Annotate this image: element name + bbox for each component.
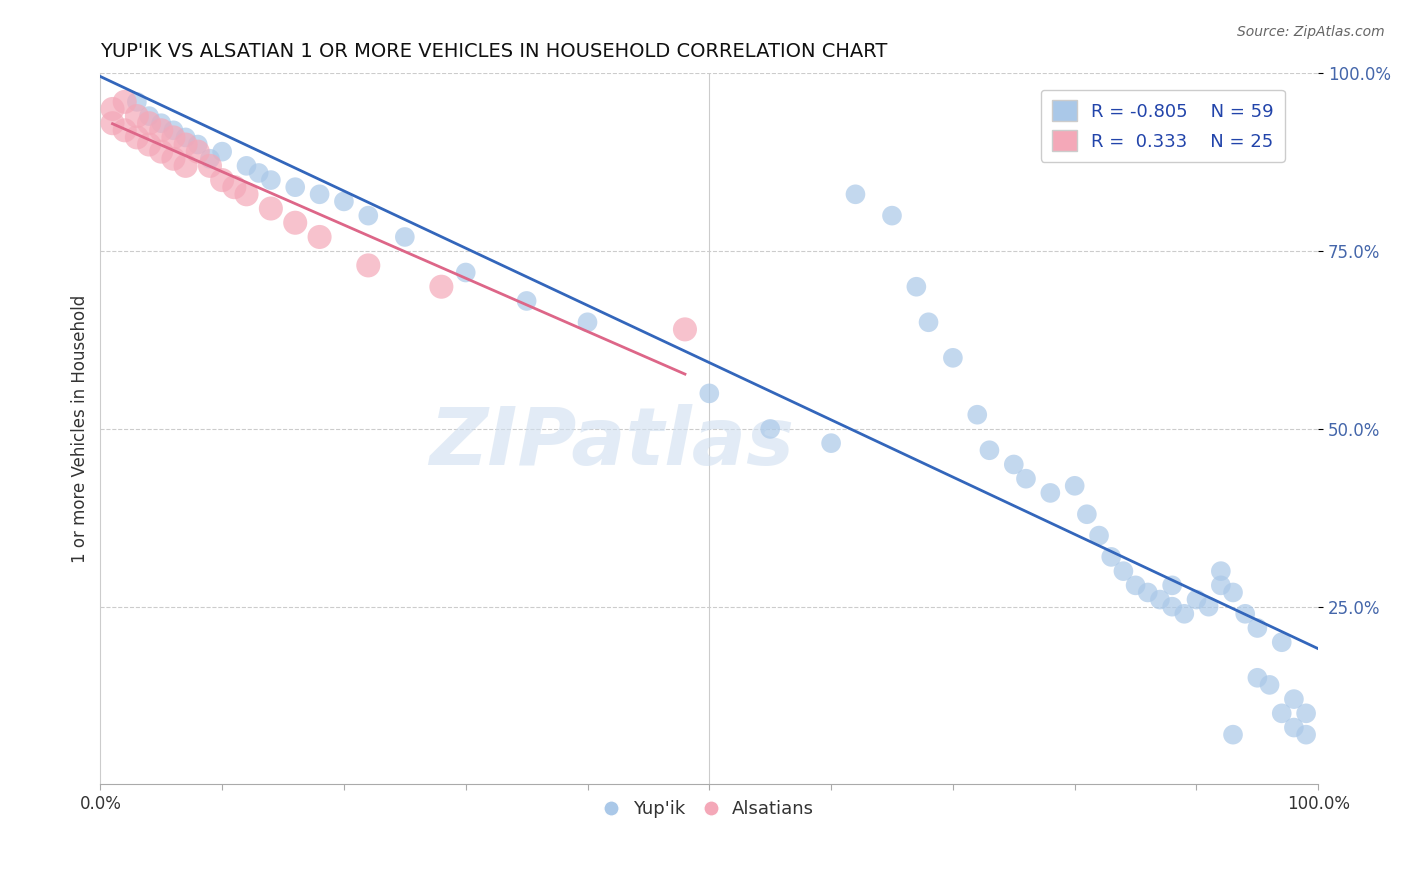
Point bbox=[1295, 728, 1317, 742]
Point bbox=[454, 266, 477, 280]
Point bbox=[1063, 479, 1085, 493]
Text: Source: ZipAtlas.com: Source: ZipAtlas.com bbox=[1237, 25, 1385, 39]
Point bbox=[1295, 706, 1317, 721]
Point bbox=[1271, 635, 1294, 649]
Point bbox=[697, 386, 720, 401]
Point bbox=[979, 443, 1001, 458]
Point bbox=[260, 173, 283, 187]
Point bbox=[1234, 607, 1257, 621]
Point bbox=[1222, 585, 1244, 599]
Legend: Yup'ik, Alsatians: Yup'ik, Alsatians bbox=[598, 793, 821, 825]
Point bbox=[966, 408, 988, 422]
Point bbox=[516, 293, 538, 308]
Point bbox=[174, 137, 197, 152]
Point bbox=[187, 145, 209, 159]
Point bbox=[1125, 578, 1147, 592]
Point bbox=[880, 209, 903, 223]
Point bbox=[844, 187, 866, 202]
Point bbox=[1161, 599, 1184, 614]
Point bbox=[1161, 578, 1184, 592]
Point bbox=[125, 109, 148, 123]
Point bbox=[820, 436, 842, 450]
Point bbox=[125, 130, 148, 145]
Point bbox=[1002, 458, 1025, 472]
Point bbox=[114, 95, 136, 109]
Point bbox=[284, 180, 307, 194]
Point bbox=[187, 137, 209, 152]
Point bbox=[1149, 592, 1171, 607]
Point bbox=[162, 123, 184, 137]
Point bbox=[1185, 592, 1208, 607]
Point bbox=[333, 194, 356, 209]
Point bbox=[162, 130, 184, 145]
Point bbox=[150, 145, 173, 159]
Point bbox=[138, 109, 160, 123]
Point bbox=[235, 187, 257, 202]
Point bbox=[101, 116, 124, 130]
Point bbox=[211, 145, 233, 159]
Point bbox=[150, 123, 173, 137]
Point bbox=[394, 230, 416, 244]
Point bbox=[125, 95, 148, 109]
Point bbox=[917, 315, 939, 329]
Point bbox=[198, 152, 221, 166]
Point bbox=[198, 159, 221, 173]
Point bbox=[1258, 678, 1281, 692]
Point bbox=[673, 322, 696, 336]
Point bbox=[1076, 508, 1098, 522]
Point bbox=[138, 116, 160, 130]
Point bbox=[1112, 564, 1135, 578]
Point bbox=[1136, 585, 1159, 599]
Point bbox=[1099, 549, 1122, 564]
Text: YUP'IK VS ALSATIAN 1 OR MORE VEHICLES IN HOUSEHOLD CORRELATION CHART: YUP'IK VS ALSATIAN 1 OR MORE VEHICLES IN… bbox=[100, 42, 887, 61]
Point bbox=[1198, 599, 1220, 614]
Point bbox=[1088, 528, 1111, 542]
Point bbox=[430, 279, 453, 293]
Point bbox=[235, 159, 257, 173]
Point bbox=[357, 259, 380, 273]
Point bbox=[101, 102, 124, 116]
Point bbox=[942, 351, 965, 365]
Point bbox=[1246, 671, 1268, 685]
Point bbox=[162, 152, 184, 166]
Point bbox=[905, 279, 928, 293]
Point bbox=[1222, 728, 1244, 742]
Point bbox=[247, 166, 270, 180]
Point bbox=[150, 116, 173, 130]
Point bbox=[759, 422, 782, 436]
Point bbox=[1271, 706, 1294, 721]
Point bbox=[1246, 621, 1268, 635]
Point bbox=[1282, 721, 1305, 735]
Point bbox=[1015, 472, 1038, 486]
Point bbox=[211, 173, 233, 187]
Point bbox=[1282, 692, 1305, 706]
Point bbox=[260, 202, 283, 216]
Point bbox=[1209, 578, 1232, 592]
Point bbox=[174, 130, 197, 145]
Point bbox=[1039, 486, 1062, 500]
Point bbox=[576, 315, 599, 329]
Point bbox=[357, 209, 380, 223]
Y-axis label: 1 or more Vehicles in Household: 1 or more Vehicles in Household bbox=[72, 294, 89, 563]
Point bbox=[1173, 607, 1195, 621]
Point bbox=[174, 159, 197, 173]
Point bbox=[308, 230, 330, 244]
Text: ZIPatlas: ZIPatlas bbox=[429, 404, 794, 483]
Point bbox=[114, 123, 136, 137]
Point bbox=[1209, 564, 1232, 578]
Point bbox=[224, 180, 246, 194]
Point bbox=[138, 137, 160, 152]
Point bbox=[308, 187, 330, 202]
Point bbox=[284, 216, 307, 230]
